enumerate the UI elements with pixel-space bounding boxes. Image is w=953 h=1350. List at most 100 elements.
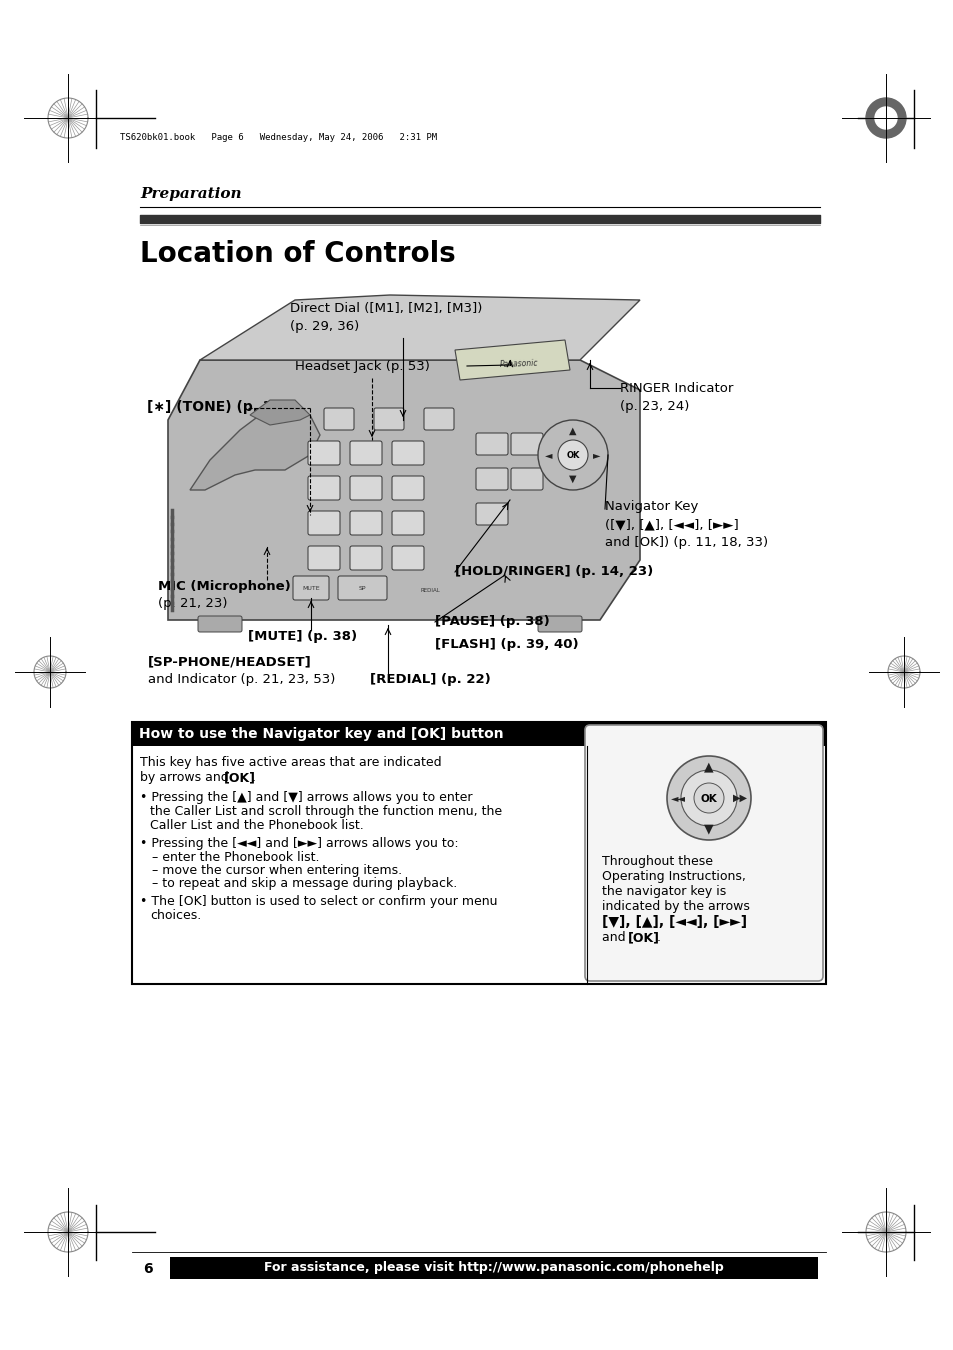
Text: ▲: ▲: [703, 760, 713, 774]
Text: MUTE: MUTE: [302, 586, 319, 591]
Text: [HOLD/RINGER] (p. 14, 23): [HOLD/RINGER] (p. 14, 23): [455, 566, 653, 578]
Text: How to use the Navigator key and [OK] button: How to use the Navigator key and [OK] bu…: [139, 728, 503, 741]
Bar: [132, 722, 825, 747]
FancyBboxPatch shape: [308, 477, 339, 500]
Text: indicated by the arrows: indicated by the arrows: [601, 900, 749, 913]
FancyBboxPatch shape: [308, 545, 339, 570]
Text: MIC (Microphone): MIC (Microphone): [158, 580, 291, 593]
FancyBboxPatch shape: [392, 545, 423, 570]
Text: – to repeat and skip a message during playback.: – to repeat and skip a message during pl…: [152, 878, 456, 890]
FancyBboxPatch shape: [476, 433, 507, 455]
Text: • Pressing the [◄◄] and [►►] arrows allows you to:: • Pressing the [◄◄] and [►►] arrows allo…: [140, 837, 458, 850]
FancyBboxPatch shape: [476, 468, 507, 490]
Polygon shape: [250, 400, 310, 425]
Text: and: and: [601, 931, 629, 944]
Text: and Indicator (p. 21, 23, 53): and Indicator (p. 21, 23, 53): [148, 674, 335, 686]
Text: Caller List and the Phonebook list.: Caller List and the Phonebook list.: [150, 819, 363, 832]
Text: [OK]: [OK]: [224, 771, 255, 784]
Text: Panasonic: Panasonic: [499, 359, 538, 369]
Polygon shape: [200, 296, 639, 360]
Text: Headset Jack (p. 53): Headset Jack (p. 53): [294, 360, 430, 373]
FancyBboxPatch shape: [308, 512, 339, 535]
Text: ▼: ▼: [569, 474, 577, 485]
Text: [FLASH] (p. 39, 40): [FLASH] (p. 39, 40): [435, 639, 578, 651]
FancyBboxPatch shape: [511, 468, 542, 490]
FancyBboxPatch shape: [350, 441, 381, 464]
Text: [SP-PHONE/HEADSET]: [SP-PHONE/HEADSET]: [148, 655, 312, 668]
Text: • Pressing the [▲] and [▼] arrows allows you to enter: • Pressing the [▲] and [▼] arrows allows…: [140, 791, 472, 805]
Text: RINGER Indicator: RINGER Indicator: [619, 382, 733, 396]
Text: ([▼], [▲], [◄◄], [►►]: ([▼], [▲], [◄◄], [►►]: [604, 518, 738, 531]
FancyBboxPatch shape: [337, 576, 387, 599]
Text: • The [OK] button is used to select or confirm your menu: • The [OK] button is used to select or c…: [140, 895, 497, 909]
Text: (p. 29, 36): (p. 29, 36): [290, 320, 359, 333]
Text: Location of Controls: Location of Controls: [140, 240, 456, 269]
Polygon shape: [190, 410, 319, 490]
Text: ◄◄: ◄◄: [670, 792, 685, 803]
Text: Navigator Key: Navigator Key: [604, 500, 698, 513]
Text: [OK]: [OK]: [627, 931, 659, 944]
Text: REDIAL: REDIAL: [419, 587, 439, 593]
Text: [MUTE] (p. 38): [MUTE] (p. 38): [248, 630, 356, 643]
Text: .: .: [252, 771, 255, 784]
FancyBboxPatch shape: [324, 408, 354, 431]
Text: For assistance, please visit http://www.panasonic.com/phonehelp: For assistance, please visit http://www.…: [264, 1261, 723, 1274]
FancyBboxPatch shape: [392, 441, 423, 464]
Bar: [132, 722, 825, 984]
Text: [▼], [▲], [◄◄], [►►]: [▼], [▲], [◄◄], [►►]: [601, 915, 746, 929]
FancyBboxPatch shape: [308, 441, 339, 464]
Text: 6: 6: [143, 1262, 152, 1276]
Text: by arrows and: by arrows and: [140, 771, 233, 784]
Text: Direct Dial ([M1], [M2], [M3]): Direct Dial ([M1], [M2], [M3]): [290, 302, 482, 315]
Text: OK: OK: [700, 794, 717, 805]
Text: – move the cursor when entering items.: – move the cursor when entering items.: [152, 864, 402, 878]
Text: ▲: ▲: [569, 427, 577, 436]
FancyBboxPatch shape: [511, 433, 542, 455]
Text: [∗] (TONE) (p. 38): [∗] (TONE) (p. 38): [147, 400, 289, 414]
Bar: [170, 1257, 817, 1278]
Text: TS620bk01.book   Page 6   Wednesday, May 24, 2006   2:31 PM: TS620bk01.book Page 6 Wednesday, May 24,…: [120, 134, 436, 142]
Circle shape: [865, 99, 905, 138]
FancyBboxPatch shape: [350, 545, 381, 570]
FancyBboxPatch shape: [350, 477, 381, 500]
Text: (p. 23, 24): (p. 23, 24): [619, 400, 689, 413]
Polygon shape: [168, 360, 639, 620]
FancyBboxPatch shape: [392, 512, 423, 535]
Text: [REDIAL] (p. 22): [REDIAL] (p. 22): [370, 674, 490, 686]
Text: (p. 21, 23): (p. 21, 23): [158, 597, 227, 610]
Text: the Caller List and scroll through the function menu, the: the Caller List and scroll through the f…: [150, 805, 501, 818]
FancyBboxPatch shape: [198, 616, 242, 632]
Polygon shape: [455, 340, 569, 379]
Text: ►: ►: [593, 450, 600, 460]
Text: SP: SP: [358, 586, 365, 591]
Text: ▶▶: ▶▶: [732, 792, 747, 803]
FancyBboxPatch shape: [537, 616, 581, 632]
Text: Throughout these: Throughout these: [601, 855, 712, 868]
FancyBboxPatch shape: [423, 408, 454, 431]
Text: ▼: ▼: [703, 822, 713, 836]
Text: This key has five active areas that are indicated: This key has five active areas that are …: [140, 756, 441, 770]
Circle shape: [693, 783, 723, 813]
Circle shape: [537, 420, 607, 490]
FancyBboxPatch shape: [584, 725, 822, 981]
FancyBboxPatch shape: [350, 512, 381, 535]
Circle shape: [874, 107, 896, 130]
Text: .: .: [657, 931, 660, 944]
Text: OK: OK: [566, 451, 579, 460]
Text: ◄: ◄: [545, 450, 552, 460]
FancyBboxPatch shape: [293, 576, 329, 599]
Text: [PAUSE] (p. 38): [PAUSE] (p. 38): [435, 616, 549, 628]
FancyBboxPatch shape: [392, 477, 423, 500]
Circle shape: [558, 440, 587, 470]
Circle shape: [680, 769, 737, 826]
Text: Preparation: Preparation: [140, 188, 241, 201]
Text: the navigator key is: the navigator key is: [601, 886, 725, 898]
FancyBboxPatch shape: [374, 408, 403, 431]
Text: and [OK]) (p. 11, 18, 33): and [OK]) (p. 11, 18, 33): [604, 536, 767, 549]
Circle shape: [666, 756, 750, 840]
Text: Display (p. 8): Display (p. 8): [467, 358, 556, 371]
Text: – enter the Phonebook list.: – enter the Phonebook list.: [152, 850, 319, 864]
Text: choices.: choices.: [150, 909, 201, 922]
Text: Operating Instructions,: Operating Instructions,: [601, 869, 745, 883]
FancyBboxPatch shape: [476, 504, 507, 525]
